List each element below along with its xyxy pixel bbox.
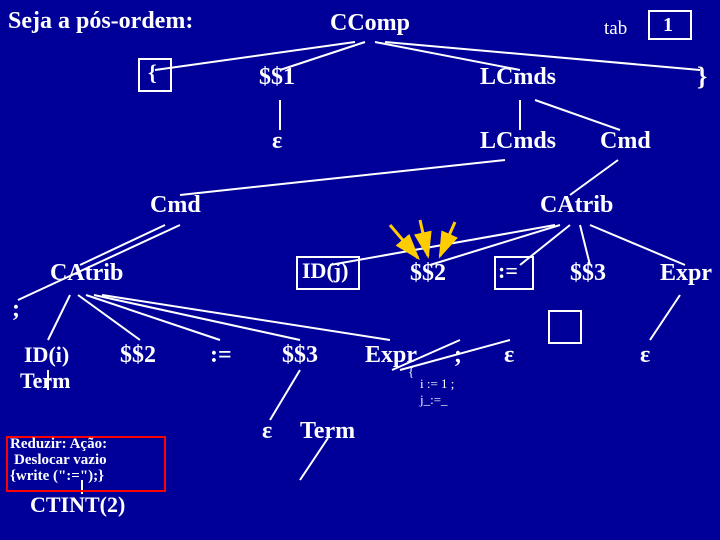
mystery-box bbox=[548, 310, 582, 344]
node-ctint: CTINT(2) bbox=[30, 492, 125, 518]
node-catrib-r: CAtrib bbox=[540, 192, 613, 219]
node-eps2: ε bbox=[504, 342, 514, 369]
node-eps3: ε bbox=[640, 342, 650, 369]
node-assign1v: := bbox=[498, 258, 518, 284]
node-idj: ID(j) bbox=[302, 258, 348, 284]
lbrace: { bbox=[148, 60, 157, 86]
node-expr-r: Expr bbox=[660, 260, 712, 287]
node-ccomp: CComp bbox=[330, 10, 410, 37]
action-line1: Reduzir: Ação: bbox=[10, 436, 107, 453]
node-catrib-l: CAtrib bbox=[50, 260, 123, 287]
node-dd1: $$1 bbox=[259, 64, 295, 91]
node-semi: ; bbox=[12, 296, 20, 323]
node-cmd-l: Cmd bbox=[150, 192, 201, 219]
node-lcmds1: LCmds bbox=[480, 64, 556, 91]
node-lcmds2: LCmds bbox=[480, 128, 556, 155]
code-line1: i := 1 ; bbox=[420, 376, 454, 392]
node-eps4: ε bbox=[262, 418, 272, 445]
node-dd3b: $$3 bbox=[282, 342, 318, 369]
node-dd2: $$2 bbox=[410, 260, 446, 287]
tab-label: tab bbox=[604, 18, 627, 40]
tab-value: 1 bbox=[663, 14, 673, 37]
code-brace: { bbox=[408, 364, 414, 380]
node-assign2: := bbox=[210, 342, 232, 369]
action-line3: {write (":=");} bbox=[10, 468, 104, 485]
node-eps1: ε bbox=[272, 128, 282, 155]
node-idi: ID(i) bbox=[24, 342, 69, 368]
node-dd2b: $$2 bbox=[120, 342, 156, 369]
action-line2: Deslocar vazio bbox=[14, 452, 107, 469]
title: Seja a pós-ordem: bbox=[8, 8, 193, 35]
node-dd3a: $$3 bbox=[570, 260, 606, 287]
node-term-r: Term bbox=[300, 418, 355, 445]
code-line2: j_:=_ bbox=[420, 392, 448, 408]
node-term-l: Term bbox=[20, 368, 71, 394]
node-cmd-r: Cmd bbox=[600, 128, 651, 155]
node-semi2: ; bbox=[454, 342, 462, 369]
rbrace: } bbox=[697, 62, 707, 92]
